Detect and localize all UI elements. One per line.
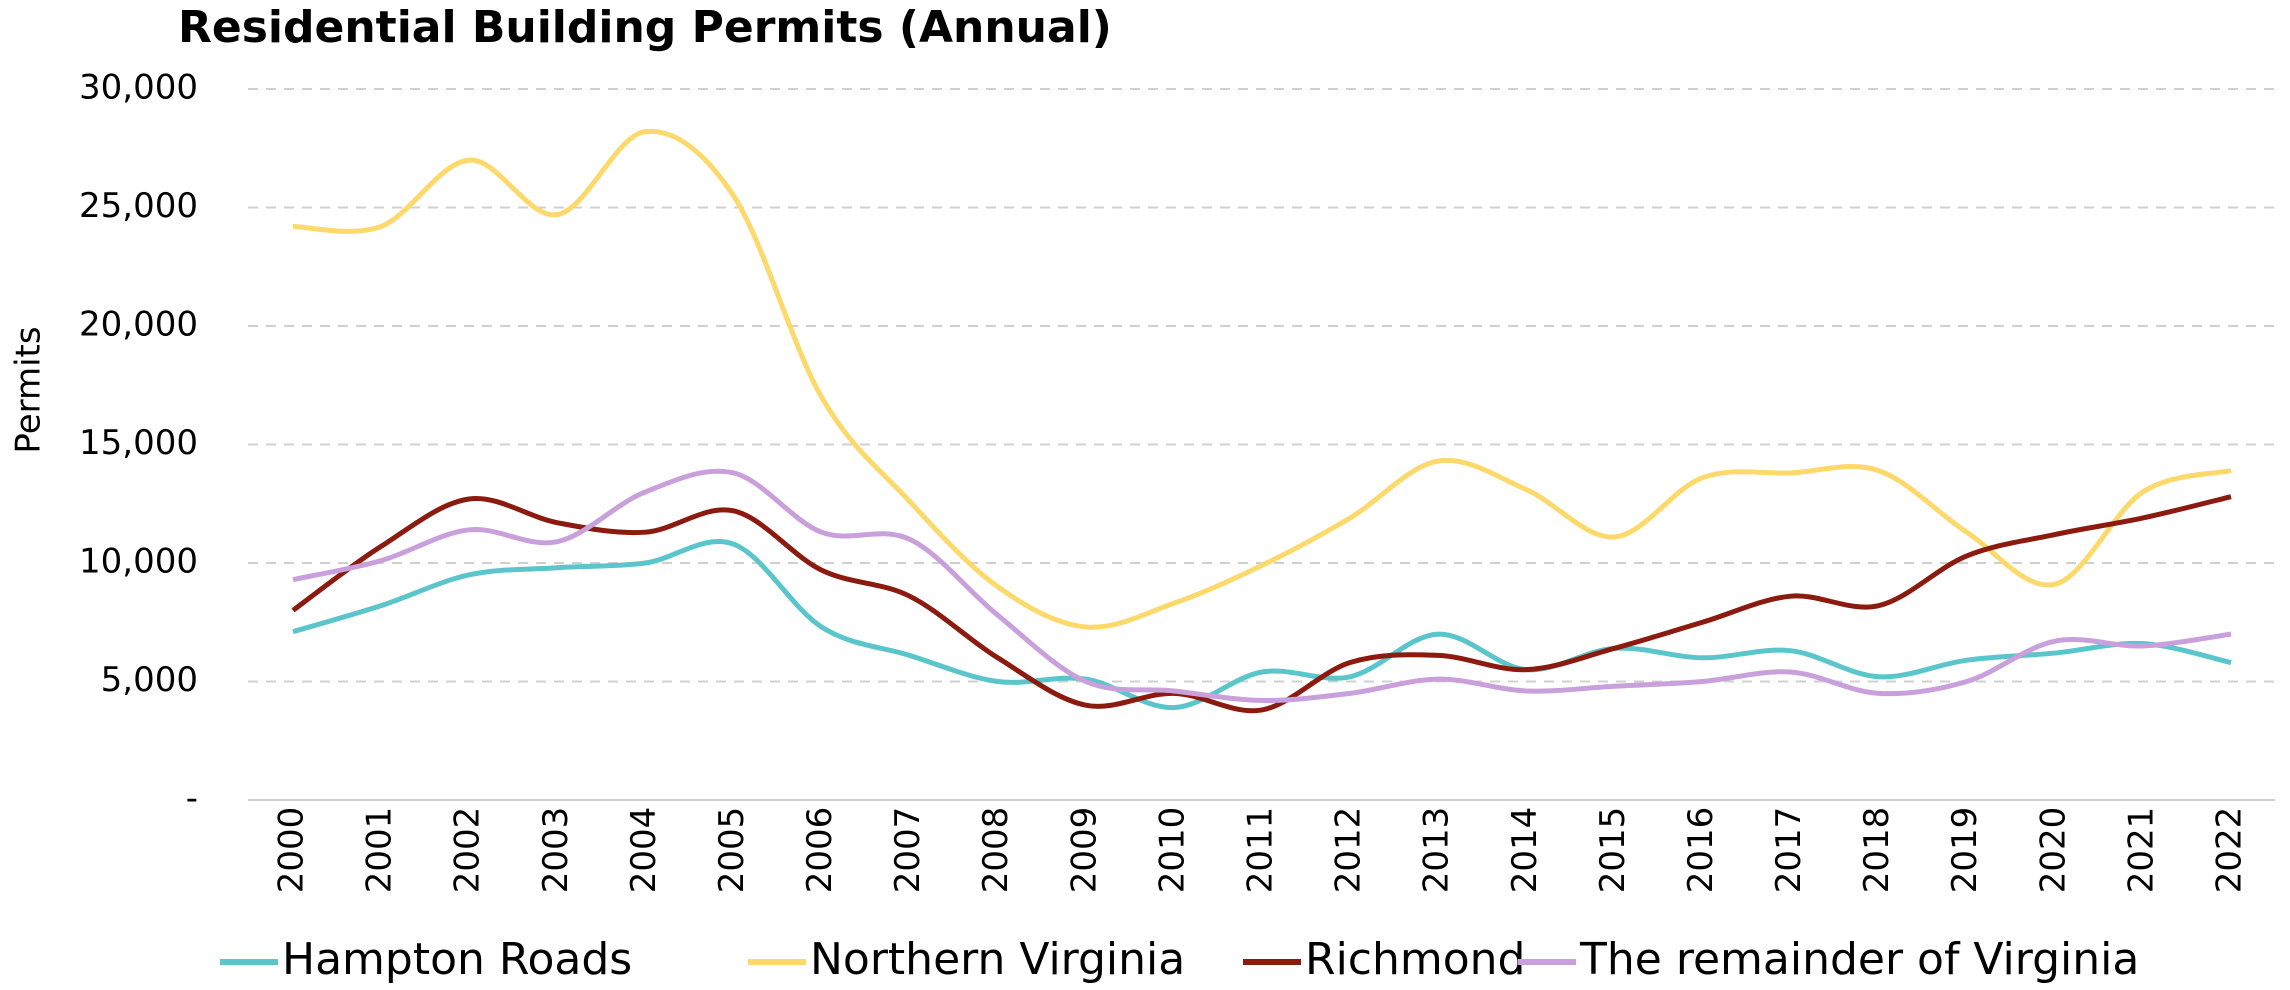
- x-tick-label: 2022: [2210, 807, 2250, 894]
- x-tick-label: 2018: [1857, 807, 1897, 894]
- x-tick-label: 2010: [1152, 807, 1192, 894]
- x-tick-label: 2021: [2121, 807, 2161, 894]
- legend-label: Northern Virginia: [810, 934, 1185, 985]
- x-tick-label: 2002: [448, 807, 488, 894]
- x-tick-label: 2001: [360, 807, 400, 894]
- x-tick-label: 2000: [272, 807, 312, 894]
- series-line: [292, 539, 2232, 711]
- x-tick-label: 2014: [1505, 807, 1545, 894]
- y-axis-label: Permits: [9, 326, 49, 453]
- y-tick-label: 25,000: [79, 186, 198, 226]
- x-tick-label: 2017: [1769, 807, 1809, 894]
- x-tick-label: 2013: [1417, 807, 1457, 894]
- x-tick-label: 2003: [536, 807, 576, 894]
- series-line: [292, 128, 2232, 630]
- x-tick-label: 2009: [1064, 807, 1104, 894]
- x-tick-label: 2006: [800, 807, 840, 894]
- x-tick-label: 2007: [888, 807, 928, 894]
- x-tick-label: 2015: [1593, 807, 1633, 894]
- y-tick-label: 30,000: [79, 68, 198, 108]
- x-tick-label: 2020: [2033, 807, 2073, 894]
- chart-title: Residential Building Permits (Annual): [178, 2, 1112, 53]
- series-line: [291, 494, 2232, 714]
- y-tick-label: 10,000: [79, 542, 198, 582]
- x-tick-label: 2004: [624, 807, 664, 894]
- series-line: [292, 468, 2232, 703]
- y-tick-label: 15,000: [79, 423, 198, 463]
- y-tick-label: -: [186, 779, 198, 819]
- x-tick-label: 2011: [1241, 807, 1281, 894]
- x-tick-label: 2005: [712, 807, 752, 894]
- legend-label: The remainder of Virginia: [1579, 934, 2139, 985]
- legend-label: Richmond: [1305, 934, 1525, 985]
- legend-label: Hampton Roads: [282, 934, 632, 985]
- x-tick-label: 2012: [1329, 807, 1369, 894]
- x-tick-label: 2008: [976, 807, 1016, 894]
- x-tick-label: 2016: [1681, 807, 1721, 894]
- y-tick-label: 20,000: [79, 305, 198, 345]
- y-tick-label: 5,000: [101, 660, 198, 700]
- x-tick-label: 2019: [1945, 807, 1985, 894]
